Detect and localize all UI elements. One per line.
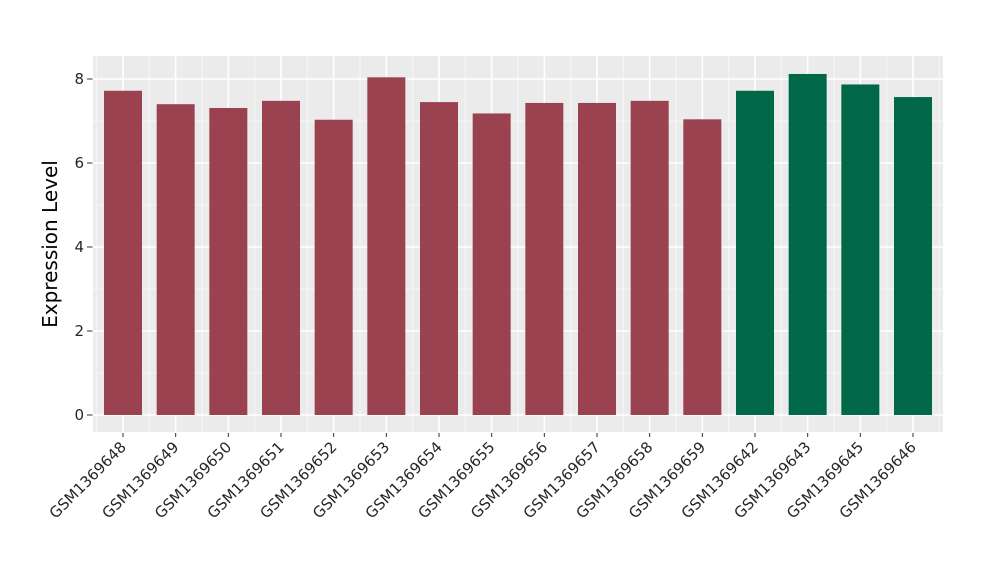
bar-GSM1369643 [788, 73, 827, 416]
y-axis-title: Expression Level [38, 160, 62, 328]
bar-GSM1369652 [314, 119, 353, 416]
y-tick-label-6: 6 [74, 154, 84, 172]
bar-GSM1369656 [525, 102, 564, 415]
y-tick-label-0: 0 [74, 406, 84, 424]
y-tick-label-4: 4 [74, 238, 84, 256]
bar-GSM1369645 [841, 84, 880, 416]
bar-GSM1369648 [104, 90, 142, 415]
bar-GSM1369651 [262, 100, 300, 415]
bar-GSM1369653 [367, 77, 406, 415]
bar-GSM1369642 [736, 90, 774, 415]
bar-GSM1369658 [630, 100, 669, 415]
bar-GSM1369659 [683, 119, 722, 415]
axis-ticks [87, 78, 914, 437]
y-tick-label-2: 2 [74, 322, 84, 340]
y-tick-label-8: 8 [74, 70, 84, 88]
bar-GSM1369657 [578, 102, 616, 415]
bar-GSM1369649 [156, 104, 195, 415]
bar-GSM1369654 [420, 102, 458, 415]
bar-GSM1369650 [209, 107, 248, 415]
bars [104, 73, 932, 416]
bar-GSM1369655 [472, 113, 511, 415]
bar-GSM1369646 [894, 97, 932, 415]
